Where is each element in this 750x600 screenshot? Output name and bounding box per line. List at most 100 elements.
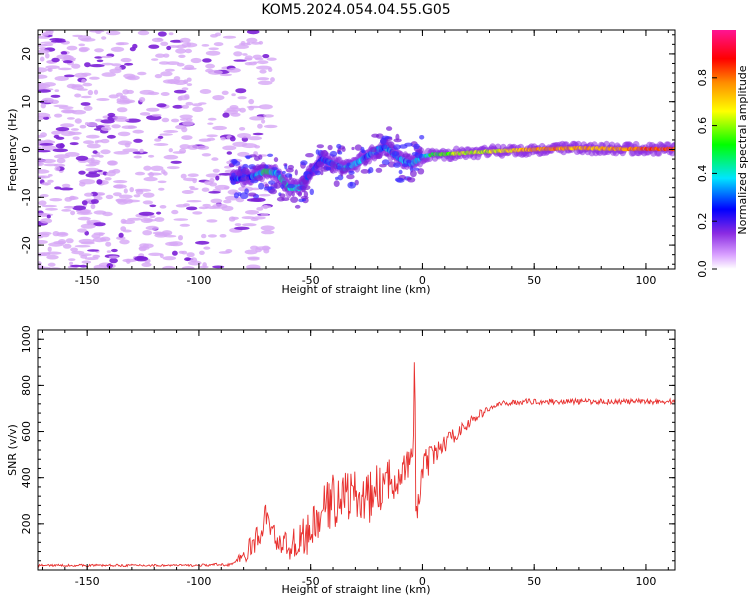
spectrogram-x-label: Height of straight line (km) (281, 283, 430, 296)
spectrogram-noise-cell (68, 258, 76, 261)
spectrogram-noise-cell (42, 82, 56, 87)
spectrogram-noise-cell (175, 48, 187, 54)
spectrogram-ridge-scatter (279, 193, 286, 198)
spectrogram-noise-cell (78, 170, 86, 175)
spectrogram-noise-cell (38, 49, 50, 54)
spectrogram-noise-cell (58, 67, 72, 71)
spectrogram-noise-cell (234, 44, 250, 49)
spectrogram-noise-cell (47, 246, 52, 252)
spectrogram-noise-cell (80, 223, 96, 229)
spectrogram-noise-cell (38, 89, 51, 93)
spectrogram-ridge-scatter (396, 177, 405, 183)
spectrogram-noise-cell (142, 200, 154, 205)
spectrogram-noise-cell (212, 125, 228, 131)
spectrogram-noise-cell (85, 172, 101, 178)
spectrogram-noise-cell (72, 34, 84, 38)
spectrogram-ridge-scatter (231, 159, 238, 165)
spectrogram-noise-cell (222, 112, 230, 118)
spectrogram-noise-cell (46, 214, 51, 219)
spectrogram-noise-cell (60, 51, 68, 55)
spectrogram-noise-cell (159, 133, 173, 136)
spectrogram-ridge-scatter (239, 192, 249, 200)
spectrogram-noise-cell (84, 62, 91, 68)
spectrogram-ridge-scatter (354, 144, 362, 151)
spectrogram-noise-cell (78, 43, 86, 47)
spectrogram-noise-cell (260, 213, 269, 217)
snr-y-tick-label: 400 (20, 467, 33, 488)
spectrogram-noise-cell (92, 254, 101, 259)
spectrogram-noise-cell (47, 174, 53, 177)
spectrogram-noise-cell (77, 228, 88, 233)
spectrogram-ridge-scatter (393, 138, 402, 143)
spectrogram-noise-cell (184, 48, 192, 54)
spectrogram-noise-cell (54, 89, 60, 92)
spectrogram-noise-cell (133, 138, 143, 143)
spectrogram-noise-cell (156, 37, 163, 41)
spectrogram-noise-cell (115, 42, 125, 46)
spectrogram-noise-cell (54, 76, 69, 81)
spectrogram-noise-cell (46, 254, 59, 260)
spectrogram-noise-cell (248, 61, 257, 66)
spectrogram-noise-cell (179, 37, 191, 43)
spectrogram-ridge-scatter (245, 155, 251, 160)
spectrogram-noise-cell (247, 257, 260, 261)
spectrogram-x-tick-label: 50 (527, 274, 541, 287)
spectrogram-noise-cell (249, 116, 265, 121)
spectrogram-noise-cell (55, 136, 65, 140)
spectrogram-noise-cell (240, 41, 246, 46)
spectrogram-noise-cell (258, 193, 271, 197)
spectrogram-noise-cell (93, 210, 107, 215)
spectrogram-ridge-scatter (294, 169, 298, 176)
snr-y-tick-label: 800 (20, 375, 33, 396)
spectrogram-ridge-scatter (309, 163, 313, 168)
colorbar-tick-label: 0.0 (696, 260, 709, 278)
spectrogram-noise-cell (116, 92, 123, 97)
spectrogram-ridge-scatter (300, 160, 308, 166)
spectrogram-noise-cell (78, 47, 89, 53)
spectrogram-noise-cell (239, 127, 246, 131)
spectrogram-noise-cell (101, 36, 107, 40)
spectrogram-noise-cell (50, 94, 61, 98)
spectrogram-noise-cell (148, 171, 154, 178)
spectrogram-x-tick-label: -100 (186, 274, 211, 287)
spectrogram-noise-cell (80, 254, 88, 259)
spectrogram-noise-cell (121, 125, 138, 129)
spectrogram-noise-cell (141, 262, 152, 268)
spectrogram-noise-cell (138, 211, 155, 216)
spectrogram-ridge-scatter (230, 180, 236, 186)
spectrogram-noise-cell (58, 106, 74, 110)
spectrogram-noise-cell (64, 152, 80, 157)
spectrogram-noise-cell (178, 235, 183, 241)
spectrogram-ridge-scatter (381, 159, 390, 166)
spectrogram-noise-cell (242, 223, 257, 227)
spectrogram-noise-cell (43, 116, 50, 120)
spectrogram-noise-cell (80, 241, 95, 245)
spectrogram-noise-cell (179, 114, 193, 119)
spectrogram-noise-cell (142, 192, 155, 198)
spectrogram-noise-cell (142, 230, 153, 236)
spectrogram-noise-cell (126, 89, 134, 94)
spectrogram-noise-cell (148, 154, 155, 158)
spectrogram-noise-cell (52, 231, 60, 237)
spectrogram-ridge-scatter (336, 143, 342, 149)
spectrogram-noise-cell (254, 57, 264, 61)
spectrogram-noise-cell (111, 124, 121, 129)
spectrogram-noise-cell (184, 64, 195, 70)
spectrogram-x-tick-label: -150 (75, 274, 100, 287)
spectrogram-noise-cell (87, 89, 94, 96)
spectrogram-ridge-scatter (303, 179, 310, 184)
spectrogram-noise-cell (45, 65, 60, 69)
spectrogram-ridge-scatter (410, 170, 417, 178)
spectrogram-noise-cell (139, 112, 151, 116)
spectrogram-ridge-scatter (363, 160, 368, 166)
spectrogram-ridge-scatter (294, 204, 301, 209)
spectrogram-noise-cell (199, 250, 205, 255)
spectrogram-ridge-scatter (386, 126, 393, 131)
spectrogram-noise-cell (246, 37, 258, 43)
spectrogram-ridge-scatter (320, 170, 324, 176)
snr-line (38, 362, 675, 568)
spectrogram-noise-cell (173, 76, 181, 81)
spectrogram-noise-cell (178, 250, 185, 254)
spectrogram-noise-cell (246, 41, 251, 45)
spectrogram-noise-cell (219, 73, 232, 77)
